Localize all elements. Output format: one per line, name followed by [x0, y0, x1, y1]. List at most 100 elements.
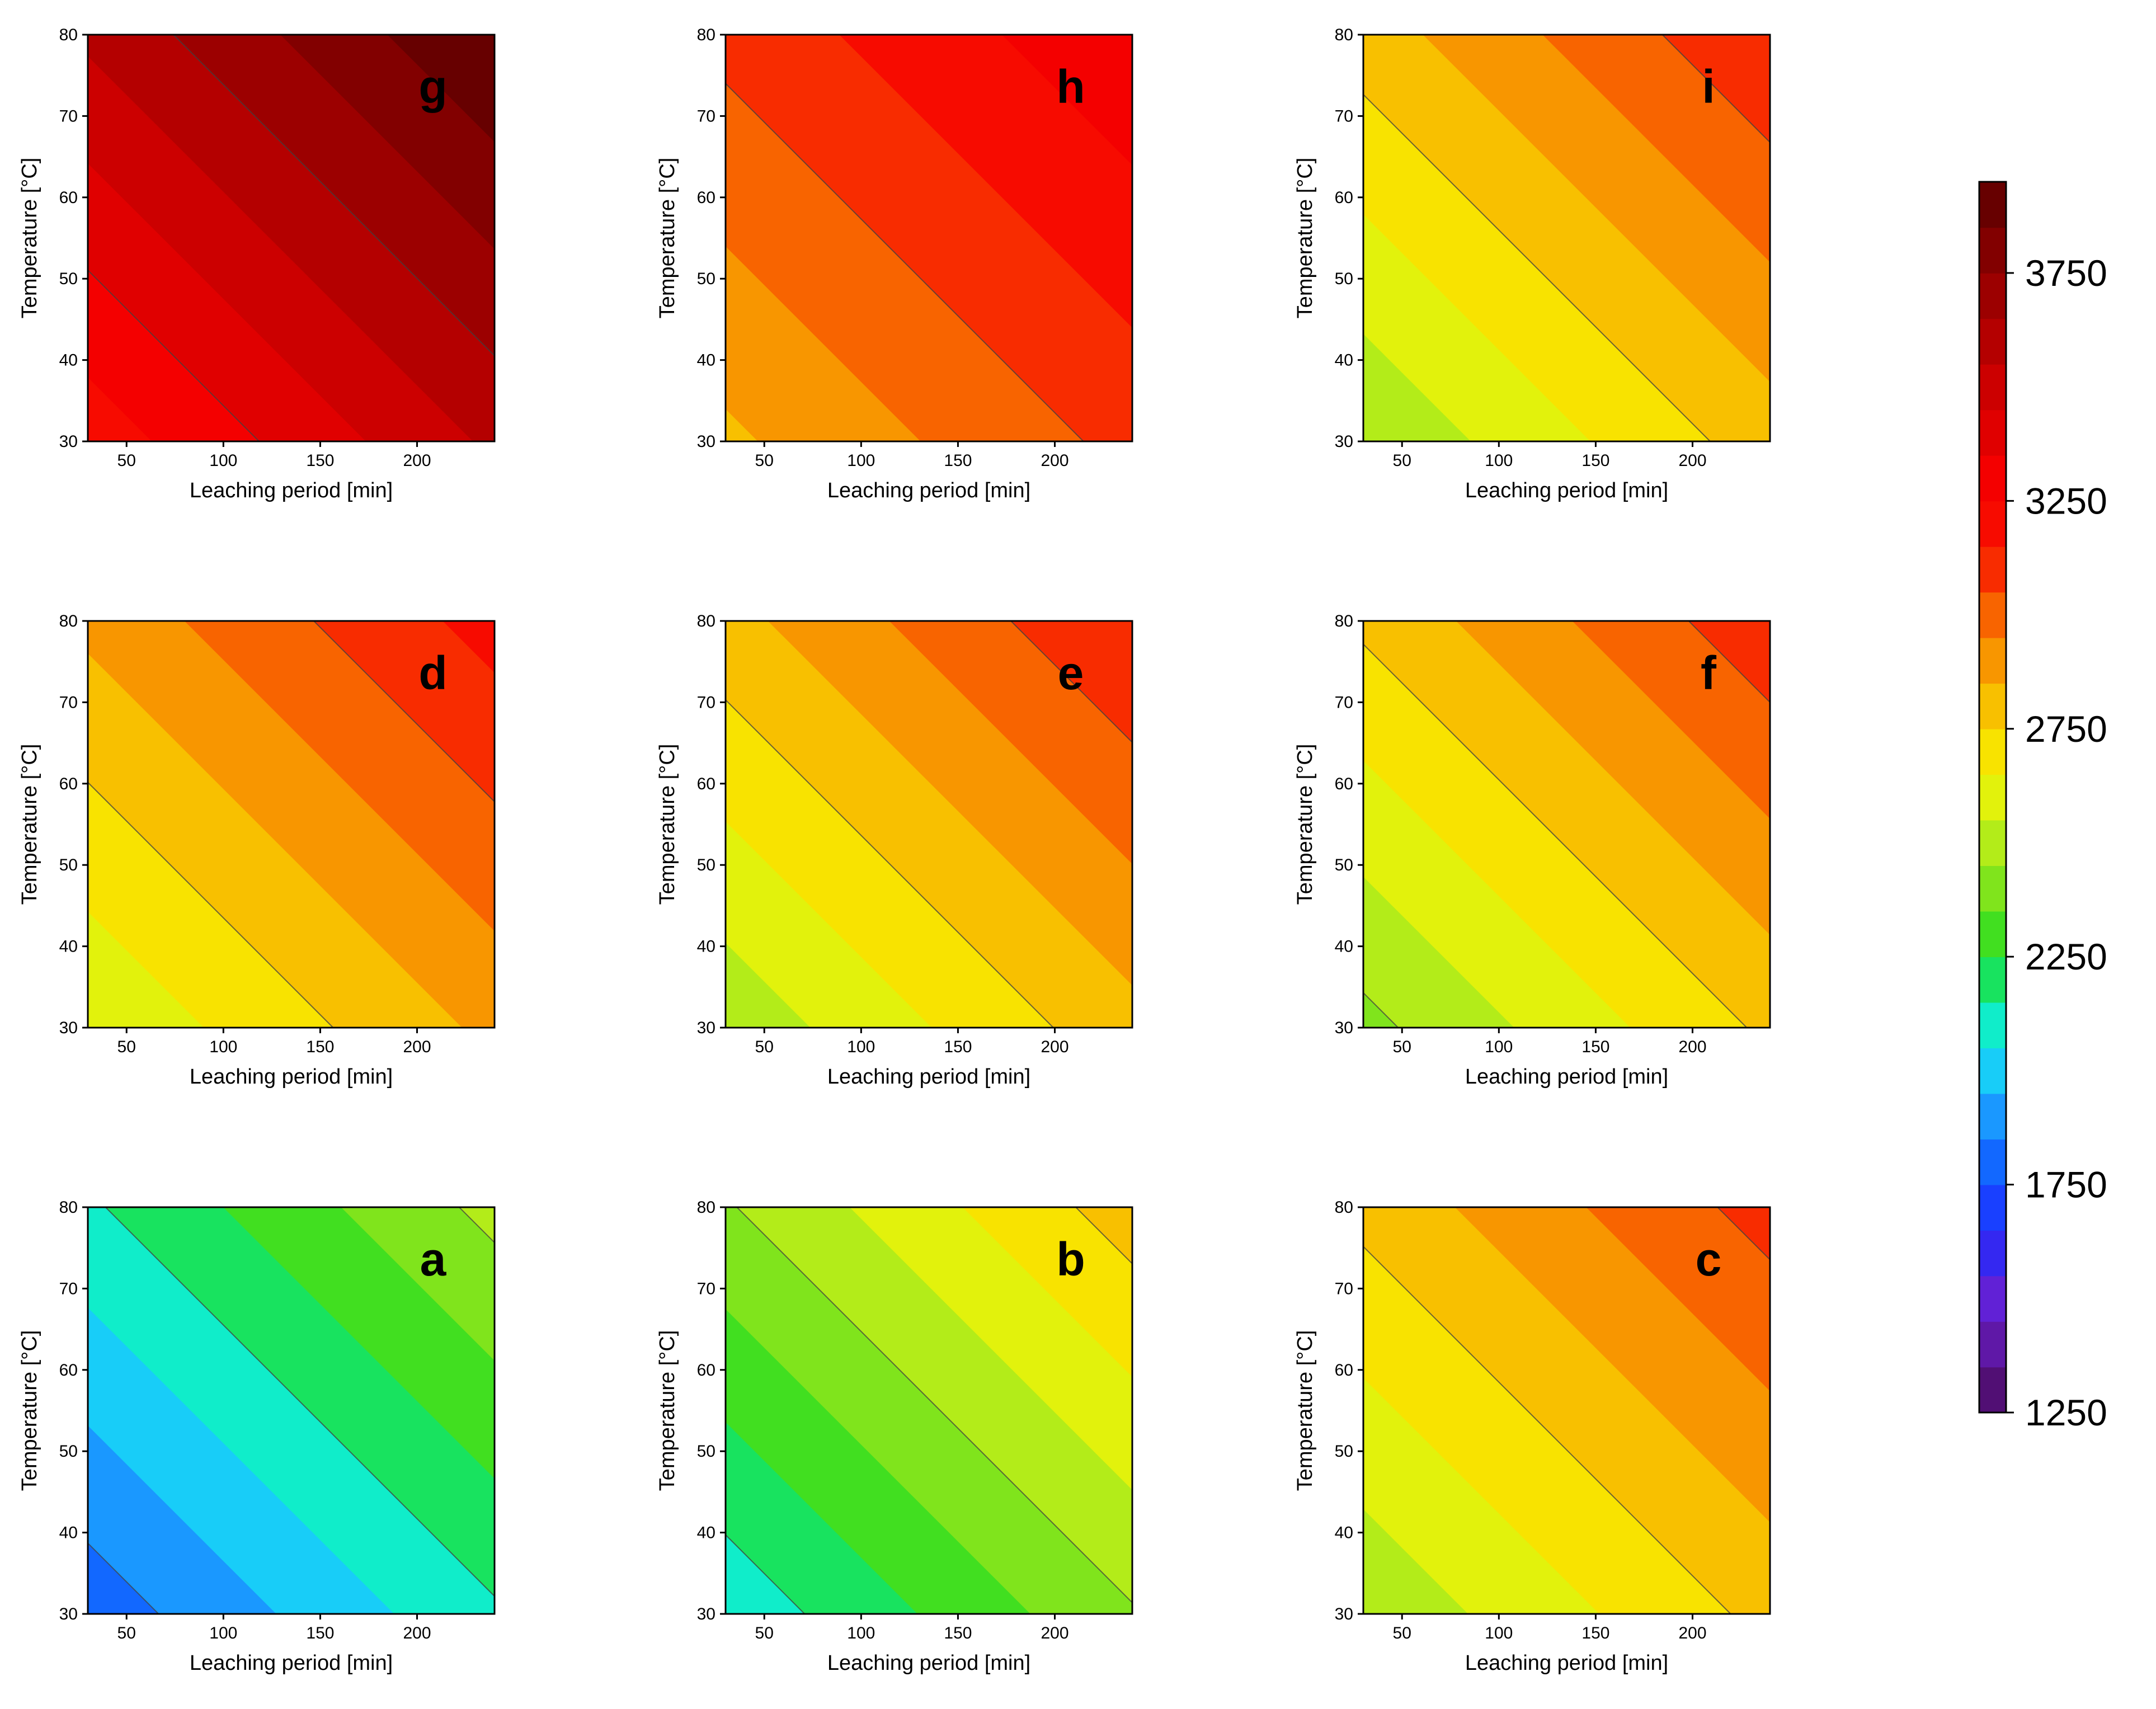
x-tick-label: 150: [1581, 1624, 1609, 1642]
x-axis-title: Leaching period [min]: [827, 1065, 1030, 1089]
y-tick-label: 50: [1335, 270, 1353, 288]
x-tick-label: 200: [1041, 1624, 1068, 1642]
x-tick-label: 150: [944, 1624, 972, 1642]
contour-line: [87, 781, 334, 1028]
contour-line: [725, 699, 1054, 1028]
colorbar-tick-label: 1750: [2025, 1164, 2107, 1206]
y-tick-label: 60: [697, 1361, 715, 1380]
y-tick-label: 30: [697, 432, 715, 451]
contour-line: [1717, 1207, 1771, 1260]
plot-frame: [87, 1206, 496, 1615]
x-tick-label: 50: [117, 451, 136, 470]
y-tick-label: 60: [1335, 189, 1353, 207]
colorbar-level: [1979, 592, 2006, 638]
x-axis: 50 100 150 200 Leaching period [min]: [117, 1614, 431, 1675]
panel-label: g: [418, 60, 447, 113]
y-tick-label: 60: [697, 775, 715, 793]
y-axis: 30 40 50 60 70 80 Temperature [°C]: [1293, 612, 1363, 1037]
x-tick-label: 50: [117, 1624, 136, 1642]
colorbar-tick-label: 2250: [2025, 936, 2107, 977]
y-tick-label: 80: [697, 26, 715, 44]
x-tick-label: 150: [944, 451, 972, 470]
y-tick-label: 70: [697, 693, 715, 712]
x-tick-label: 50: [117, 1038, 136, 1056]
colorbar-level: [1979, 1230, 2006, 1277]
y-axis-title: Temperature [°C]: [18, 1330, 41, 1491]
panel-grid: 50 100 150 200 Leaching period [min] 30 40 50 60…: [18, 26, 1771, 1675]
y-tick-label: 80: [697, 612, 715, 630]
contour-line: [725, 1534, 806, 1614]
y-tick-label: 60: [59, 775, 78, 793]
y-tick-label: 30: [697, 1605, 715, 1623]
x-tick-label: 50: [755, 1624, 774, 1642]
plot-frame: [1362, 1206, 1771, 1615]
panel-label: d: [418, 647, 447, 699]
colorbar-level: [1979, 272, 2006, 319]
y-tick-label: 80: [59, 26, 78, 44]
y-tick-label: 40: [697, 938, 715, 956]
colorbar-level: [1979, 1321, 2006, 1368]
x-tick-label: 200: [1678, 1624, 1706, 1642]
x-tick-label: 50: [1393, 451, 1411, 470]
colorbar-level: [1979, 911, 2006, 957]
y-axis-title: Temperature [°C]: [1293, 1330, 1317, 1491]
y-axis-title: Temperature [°C]: [656, 158, 679, 319]
colorbar-level: [1979, 1093, 2006, 1140]
y-tick-label: 30: [1335, 1605, 1353, 1623]
contour-line: [1363, 643, 1748, 1028]
y-tick-label: 70: [59, 693, 78, 712]
y-tick-label: 50: [697, 270, 715, 288]
x-axis-title: Leaching period [min]: [190, 1651, 393, 1675]
y-axis-title: Temperature [°C]: [1293, 744, 1317, 905]
x-axis-title: Leaching period [min]: [190, 1065, 393, 1089]
y-tick-label: 40: [697, 351, 715, 370]
colorbar-level: [1979, 501, 2006, 547]
contour-line: [1363, 992, 1399, 1028]
x-axis: 50 100 150 200 Leaching period [min]: [755, 441, 1069, 502]
y-axis-title: Temperature [°C]: [1293, 158, 1317, 319]
y-tick-label: 70: [59, 1279, 78, 1298]
y-tick-label: 70: [1335, 693, 1353, 712]
y-tick-label: 50: [1335, 1442, 1353, 1461]
panel-g: 50 100 150 200 Leaching period [min] 30 40 50 60…: [18, 26, 496, 502]
x-axis: 50 100 150 200 Leaching period [min]: [1393, 1614, 1707, 1675]
y-tick-label: 40: [1335, 1524, 1353, 1542]
y-axis: 30 40 50 60 70 80 Temperature [°C]: [1293, 1198, 1363, 1623]
y-axis: 30 40 50 60 70 80 Temperature [°C]: [18, 1198, 88, 1623]
colorbar-tick-label: 3250: [2025, 480, 2107, 521]
x-tick-label: 200: [403, 1038, 431, 1056]
y-tick-label: 60: [697, 189, 715, 207]
y-tick-label: 40: [59, 938, 78, 956]
plot-frame: [724, 34, 1133, 442]
panel-label: h: [1056, 60, 1085, 113]
y-axis-title: Temperature [°C]: [656, 744, 679, 905]
colorbar-level: [1979, 957, 2006, 1003]
x-axis: 50 100 150 200 Leaching period [min]: [1393, 441, 1707, 502]
contour-line: [1688, 620, 1771, 703]
x-tick-label: 100: [847, 1624, 875, 1642]
colorbar-level: [1979, 1002, 2006, 1048]
x-tick-label: 200: [1678, 451, 1706, 470]
y-tick-label: 50: [59, 270, 78, 288]
contour-line: [1363, 1246, 1731, 1614]
y-tick-label: 80: [697, 1198, 715, 1217]
y-axis: 30 40 50 60 70 80 Temperature [°C]: [18, 26, 88, 451]
y-tick-label: 70: [59, 107, 78, 125]
panel-label: e: [1058, 647, 1084, 699]
plot-frame: [724, 620, 1133, 1029]
panel-b: 50 100 150 200 Leaching period [min] 30 40 50 60…: [656, 1198, 1133, 1675]
x-tick-label: 100: [209, 1038, 237, 1056]
x-axis: 50 100 150 200 Leaching period [min]: [755, 1028, 1069, 1089]
colorbar-level: [1979, 1048, 2006, 1094]
y-tick-label: 80: [1335, 26, 1353, 44]
y-tick-label: 50: [59, 1442, 78, 1461]
colorbar-level: [1979, 1139, 2006, 1185]
y-tick-label: 60: [59, 189, 78, 207]
colorbar-level: [1979, 1184, 2006, 1231]
x-axis: 50 100 150 200 Leaching period [min]: [1393, 1028, 1707, 1089]
colorbar-level: [1979, 865, 2006, 912]
plot-frame: [1362, 620, 1771, 1029]
x-tick-label: 50: [755, 1038, 774, 1056]
contour-line: [313, 620, 495, 802]
colorbar-tick-label: 1250: [2025, 1392, 2107, 1433]
